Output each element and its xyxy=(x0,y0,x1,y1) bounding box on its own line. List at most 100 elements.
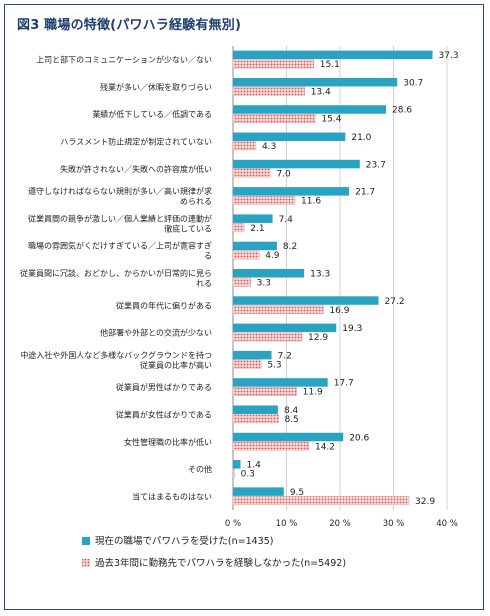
value-label: 11.9 xyxy=(303,388,323,398)
value-label: 23.7 xyxy=(366,160,386,170)
bar-series-2 xyxy=(232,441,310,451)
x-tick-label: 30 % xyxy=(383,519,405,529)
category-label: 従業員間に冗談、おどかし、からかいが日常的に見ら xyxy=(20,268,212,278)
bar-series-1 xyxy=(233,405,278,414)
legend-label: 過去3年間に勤務先でパワハラを経験しなかった(n=5492) xyxy=(95,557,346,569)
category-label: 従業員の比率が高い xyxy=(140,360,212,370)
chart-title: 図3 職場の特徴(パワハラ経験有無別) xyxy=(17,18,242,33)
value-label: 20.6 xyxy=(349,433,369,443)
value-label: 8.2 xyxy=(283,242,297,252)
category-label: 従業員の年代に偏りがある xyxy=(116,300,212,310)
value-label: 4.9 xyxy=(265,251,280,261)
category-label: 女性管理職の比率が低い xyxy=(124,437,212,447)
category-label: る xyxy=(204,252,212,261)
bar-series-1 xyxy=(233,487,284,496)
bar-series-1 xyxy=(233,159,360,169)
category-label: ハラスメント防止規定が制定されていない xyxy=(60,137,212,147)
value-label: 16.9 xyxy=(329,306,349,316)
bar-series-2 xyxy=(232,223,245,233)
value-label: 7.2 xyxy=(278,351,292,361)
bar-series-1 xyxy=(233,296,379,305)
bar-series-2 xyxy=(232,386,297,396)
bar-series-1 xyxy=(233,241,277,251)
category-label: れる xyxy=(196,279,212,288)
x-tick-label: 10 % xyxy=(276,519,298,529)
bar-series-1 xyxy=(233,77,398,87)
bar-series-1 xyxy=(233,378,328,387)
bar-series-2 xyxy=(232,468,235,478)
category-label: 他部署や外部との交流が少ない xyxy=(100,328,212,338)
bar-series-2 xyxy=(232,86,305,96)
value-label: 27.2 xyxy=(385,297,405,307)
bar-series-2 xyxy=(232,141,257,151)
bar-series-1 xyxy=(233,432,344,442)
category-label: 従業員が男性ばかりである xyxy=(116,382,212,392)
bar-series-2 xyxy=(232,414,279,424)
legend-label: 現在の職場でパワハラを受けた(n=1435) xyxy=(95,535,273,547)
category-label: 業績が低下している／低調である xyxy=(92,109,212,119)
category-label: 残業が多い／休暇を取りづらい xyxy=(100,82,212,92)
value-label: 21.0 xyxy=(351,133,371,143)
bar-series-2 xyxy=(232,195,296,205)
value-label: 7.4 xyxy=(279,215,294,225)
category-label: められる xyxy=(180,197,212,206)
x-tick-label: 40 % xyxy=(436,519,458,529)
bar-series-2 xyxy=(232,250,260,260)
category-label: 失敗が許されない／失敗への許容度が低い xyxy=(60,164,212,174)
value-label: 8.5 xyxy=(284,415,298,425)
bar-series-2 xyxy=(232,305,324,314)
bars xyxy=(232,50,433,506)
value-label: 30.7 xyxy=(403,78,423,88)
category-label: 上司と部下のコミュニケーションが少ない／ない xyxy=(36,55,212,65)
labels: 0 % 10 % 20 % 30 % 40 % 上司と部下のコミュニケーションが少ない／な… xyxy=(20,51,459,529)
value-label: 15.1 xyxy=(320,60,340,70)
value-label: 28.6 xyxy=(392,106,412,116)
value-label: 5.3 xyxy=(267,360,281,370)
value-label: 14.2 xyxy=(315,442,335,452)
legend-swatch-2 xyxy=(82,559,90,567)
bar-series-2 xyxy=(232,359,262,369)
legend: 現在の職場でパワハラを受けた(n=1435) 過去3年間に勤務先でパワハラを経験し… xyxy=(82,535,346,569)
bar-series-2 xyxy=(232,496,410,506)
value-label: 17.7 xyxy=(334,379,354,389)
value-label: 21.7 xyxy=(355,188,375,198)
value-label: 1.4 xyxy=(246,461,261,471)
bar-series-2 xyxy=(232,59,314,69)
category-label: 中途入社や外国人など多様なバックグラウンドを持つ xyxy=(20,350,212,360)
bar-series-1 xyxy=(233,132,346,142)
category-label: その他 xyxy=(188,464,212,474)
bar-series-1 xyxy=(233,105,387,114)
x-tick-label: 20 % xyxy=(329,519,351,529)
bar-series-2 xyxy=(232,277,251,287)
x-tick-label: 0 % xyxy=(225,519,241,529)
value-label: 13.4 xyxy=(311,87,331,97)
value-label: 32.9 xyxy=(415,497,435,507)
value-label: 7.0 xyxy=(276,169,291,179)
legend-swatch-1 xyxy=(82,537,90,545)
value-label: 15.4 xyxy=(321,115,341,125)
value-label: 9.5 xyxy=(290,488,304,498)
value-label: 8.4 xyxy=(284,406,299,416)
category-label: 徹底している xyxy=(164,223,212,233)
bar-series-1 xyxy=(233,269,305,278)
bar-series-1 xyxy=(233,350,272,360)
bar-series-2 xyxy=(232,114,316,123)
category-label: 遵守しなければならない規則が多い／高い規律が求 xyxy=(28,186,212,196)
bar-series-1 xyxy=(233,214,273,223)
bar-series-1 xyxy=(233,50,433,60)
value-label: 3.3 xyxy=(257,279,271,289)
value-label: 0.3 xyxy=(241,470,255,480)
value-label: 4.3 xyxy=(262,142,276,152)
value-label: 13.3 xyxy=(310,270,330,280)
category-label: 従業員間の競争が激しい／個人業績と評価の連動が xyxy=(28,213,212,223)
bar-series-1 xyxy=(233,323,337,333)
value-label: 2.1 xyxy=(250,224,264,234)
bar-series-1 xyxy=(233,460,241,469)
category-label: 職場の雰囲気がくだけすぎている／上司が寛容すぎ xyxy=(28,241,212,251)
value-label: 12.9 xyxy=(308,333,328,343)
bar-series-1 xyxy=(233,187,350,196)
value-label: 19.3 xyxy=(342,324,362,334)
value-label: 37.3 xyxy=(439,51,459,61)
bar-series-2 xyxy=(232,168,271,178)
